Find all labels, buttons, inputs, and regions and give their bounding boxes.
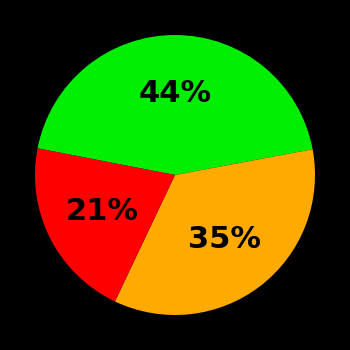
Wedge shape <box>35 148 175 301</box>
Wedge shape <box>115 149 315 315</box>
Text: 35%: 35% <box>188 225 261 254</box>
Text: 21%: 21% <box>66 197 139 226</box>
Text: 44%: 44% <box>139 79 212 108</box>
Wedge shape <box>37 35 313 175</box>
